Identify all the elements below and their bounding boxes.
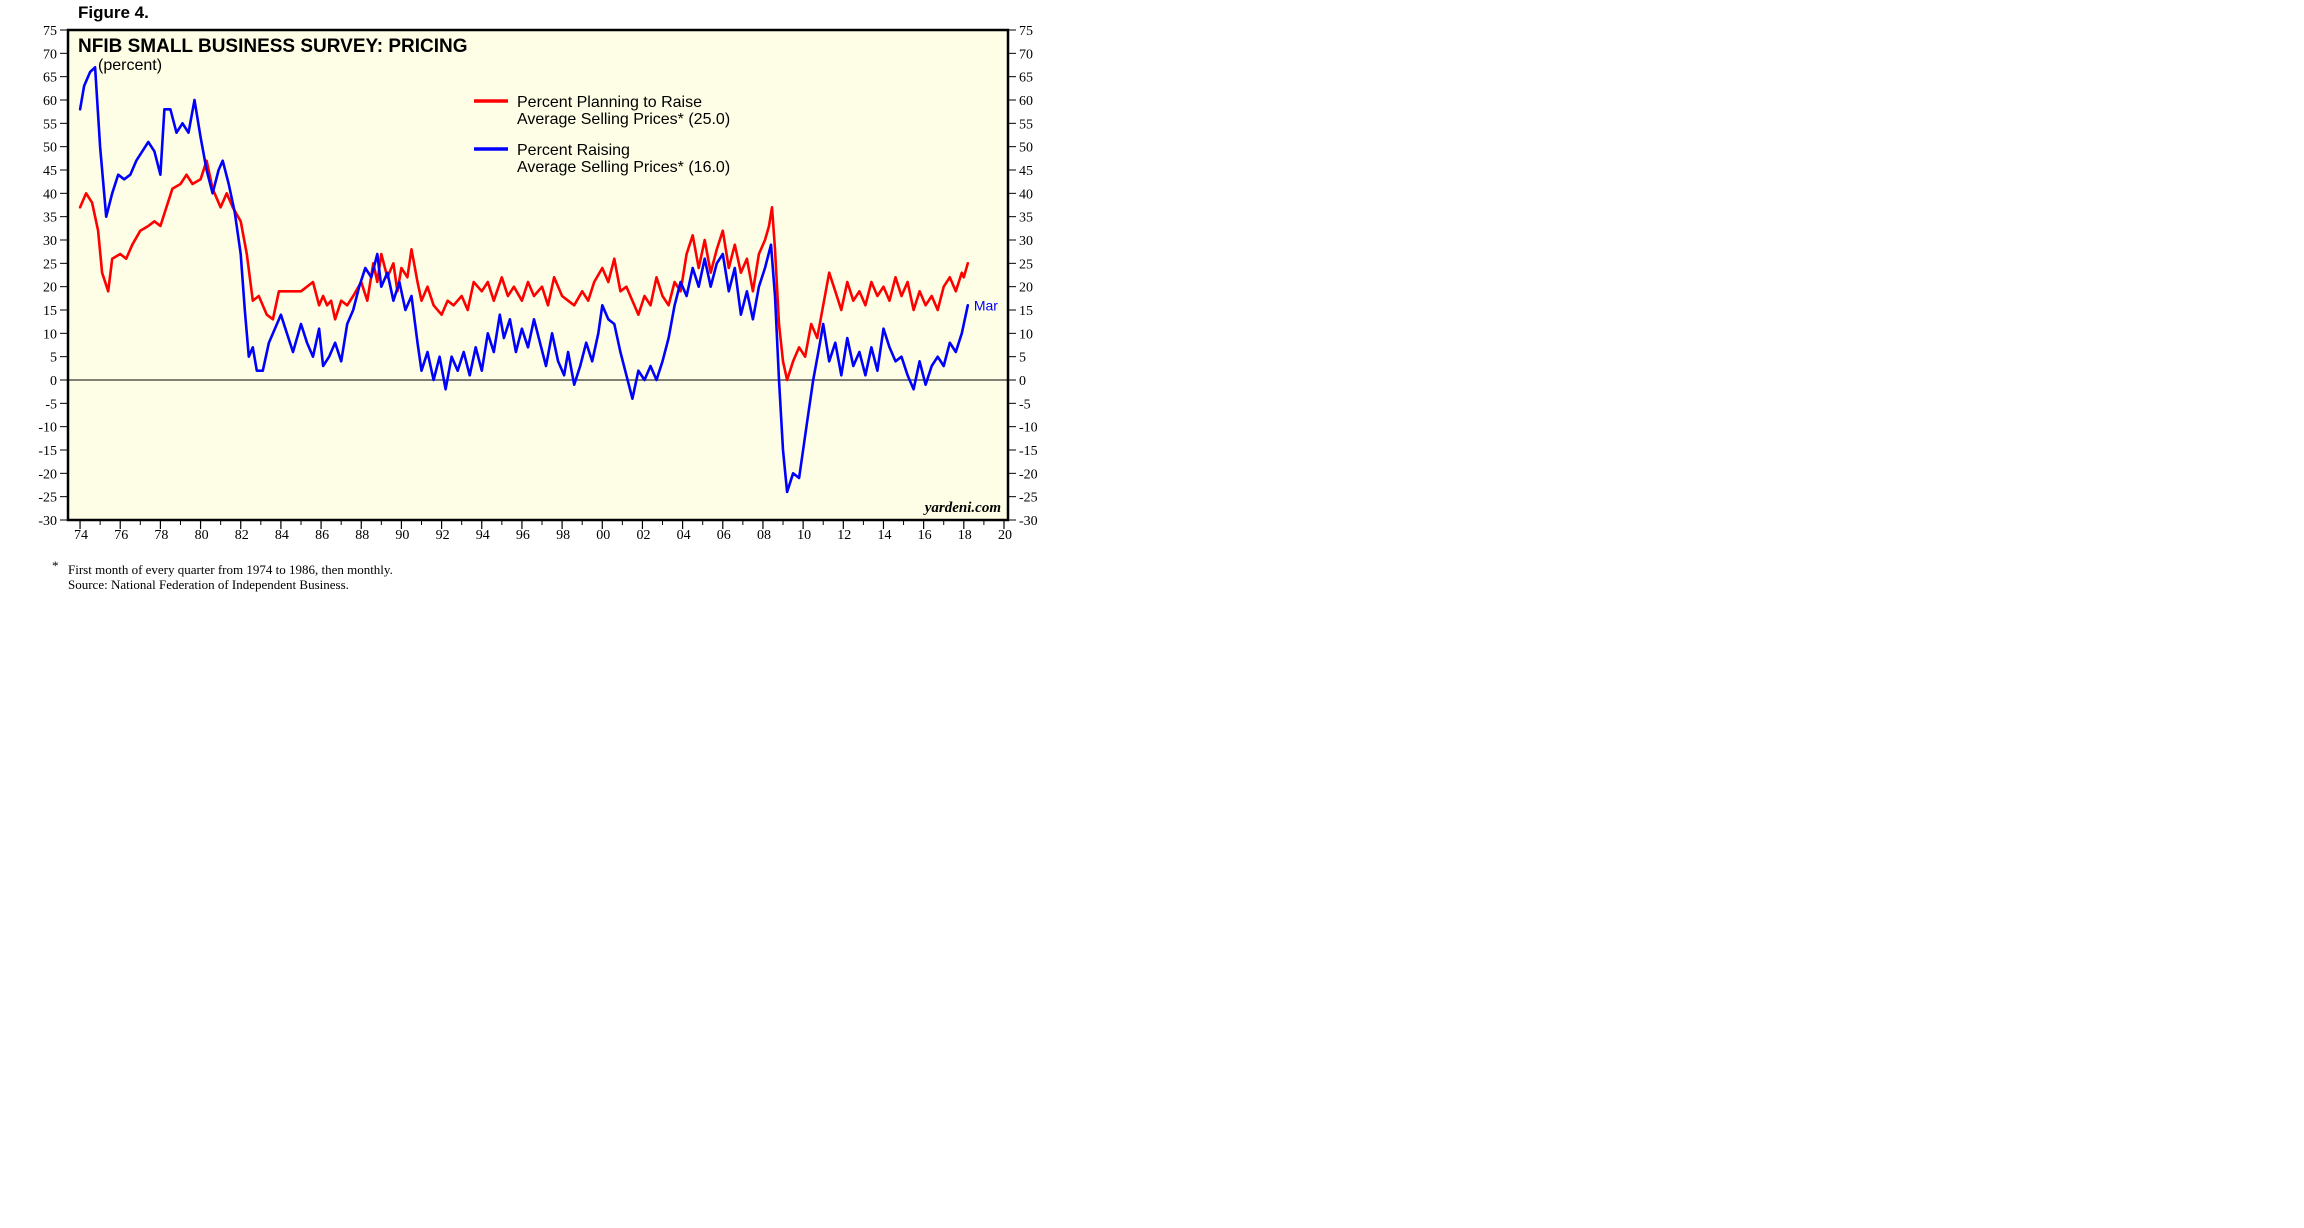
- x-tick-label: 74: [74, 528, 88, 543]
- y-tick-label-left: 65: [43, 71, 57, 86]
- series-line-planning: [78, 159, 970, 382]
- y-tick-label-right: 30: [1019, 234, 1033, 249]
- x-tick-label: 98: [556, 528, 570, 543]
- x-tick-label: 10: [797, 528, 811, 543]
- x-tick-label: 00: [596, 528, 610, 543]
- x-tick-label: 82: [235, 528, 249, 543]
- y-tick-label-right: 0: [1019, 374, 1026, 389]
- y-tick-label-left: 20: [43, 281, 57, 296]
- y-tick-label-right: 75: [1019, 24, 1033, 39]
- chart-title: NFIB SMALL BUSINESS SURVEY: PRICING: [78, 36, 468, 57]
- series-layer: [78, 66, 970, 494]
- y-tick-label-left: 45: [43, 164, 57, 179]
- x-tick-label: 14: [877, 528, 891, 543]
- x-tick-label: 90: [395, 528, 409, 543]
- y-tick-label-right: -30: [1019, 514, 1038, 529]
- y-tick-label-left: -25: [38, 491, 57, 506]
- y-tick-label-left: 5: [50, 351, 57, 366]
- y-tick-label-right: 45: [1019, 164, 1033, 179]
- brand-watermark: yardeni.com: [923, 500, 1001, 516]
- y-tick-label-left: 75: [43, 24, 57, 39]
- y-tick-label-left: 40: [43, 187, 57, 202]
- y-tick-label-right: 65: [1019, 71, 1033, 86]
- x-tick-label: 94: [476, 528, 490, 543]
- footnote-line-2: Source: National Federation of Independe…: [68, 577, 349, 592]
- legend-label-planning: Percent Planning to Raise: [517, 94, 702, 111]
- x-axis: 74 76 78 80 82 84 86 88 90 92 94 96 98 00 02 04 06 08 10 12…: [74, 520, 1012, 543]
- x-tick-label: 84: [275, 528, 289, 543]
- y-tick-label-left: 0: [50, 374, 57, 389]
- footnote-marker: *: [52, 558, 59, 573]
- footnote-line-1: First month of every quarter from 1974 t…: [68, 562, 393, 577]
- y-tick-label-right: 50: [1019, 141, 1033, 156]
- x-tick-label: 16: [918, 528, 932, 543]
- y-tick-label-left: 15: [43, 304, 57, 319]
- y-tick-label-right: 25: [1019, 257, 1033, 272]
- chart-subtitle: (percent): [98, 57, 162, 74]
- x-tick-label: 06: [717, 528, 731, 543]
- y-tick-label-right: 40: [1019, 187, 1033, 202]
- plot-area: [66, 28, 1010, 522]
- y-tick-label-right: 5: [1019, 351, 1026, 366]
- x-tick-label: 08: [757, 528, 771, 543]
- y-tick-label-left: 10: [43, 327, 57, 342]
- y-tick-label-right: 35: [1019, 211, 1033, 226]
- y-tick-label-right: -10: [1019, 421, 1038, 436]
- y-tick-label-left: -5: [45, 397, 57, 412]
- y-tick-label-left: 25: [43, 257, 57, 272]
- y-tick-label-left: 55: [43, 117, 57, 132]
- x-tick-label: 18: [958, 528, 972, 543]
- y-axis-left: -30 -25 -20 -15 -10 -5 0 5 10 15 20 25 30 35 40 45 50 55 6…: [38, 24, 68, 529]
- x-tick-label: 88: [355, 528, 369, 543]
- x-tick-label: 96: [516, 528, 530, 543]
- y-tick-label-right: -5: [1019, 397, 1031, 412]
- legend-sublabel-planning: Average Selling Prices* (25.0): [517, 111, 730, 128]
- y-tick-label-right: 20: [1019, 281, 1033, 296]
- y-tick-label-right: 55: [1019, 117, 1033, 132]
- y-tick-label-left: -10: [38, 421, 57, 436]
- y-tick-label-right: 10: [1019, 327, 1033, 342]
- x-tick-label: 76: [114, 528, 128, 543]
- x-tick-label: 02: [636, 528, 650, 543]
- x-tick-label: 80: [195, 528, 209, 543]
- y-tick-label-left: 50: [43, 141, 57, 156]
- y-tick-label-left: -15: [38, 444, 57, 459]
- y-tick-label-left: 35: [43, 211, 57, 226]
- x-tick-label: 12: [837, 528, 851, 543]
- y-tick-label-right: 15: [1019, 304, 1033, 319]
- legend-label-raising: Percent Raising: [517, 142, 630, 159]
- y-tick-label-right: -25: [1019, 491, 1038, 506]
- y-tick-label-left: 70: [43, 47, 57, 62]
- y-tick-label-right: 70: [1019, 47, 1033, 62]
- x-tick-label: 92: [436, 528, 450, 543]
- legend: Percent Planning to Raise Average Sellin…: [474, 94, 730, 176]
- y-tick-label-right: 60: [1019, 94, 1033, 109]
- x-tick-label: 20: [998, 528, 1012, 543]
- y-tick-label-right: -20: [1019, 467, 1038, 482]
- x-tick-label: 04: [677, 528, 691, 543]
- series-line-raising: [78, 66, 970, 494]
- y-tick-label-left: -30: [38, 514, 57, 529]
- x-tick-label: 78: [154, 528, 168, 543]
- y-tick-label-left: 30: [43, 234, 57, 249]
- y-tick-label-left: 60: [43, 94, 57, 109]
- y-tick-label-right: -15: [1019, 444, 1038, 459]
- end-label-mar: Mar: [974, 297, 998, 313]
- figure-label: Figure 4.: [78, 3, 149, 22]
- y-axis-right: -30 -25 -20 -15 -10 -5 0 5 10 15 20 25 30 35 40 45 50 55 6…: [1008, 24, 1038, 529]
- x-tick-label: 86: [315, 528, 329, 543]
- y-tick-label-left: -20: [38, 467, 57, 482]
- legend-sublabel-raising: Average Selling Prices* (16.0): [517, 159, 730, 176]
